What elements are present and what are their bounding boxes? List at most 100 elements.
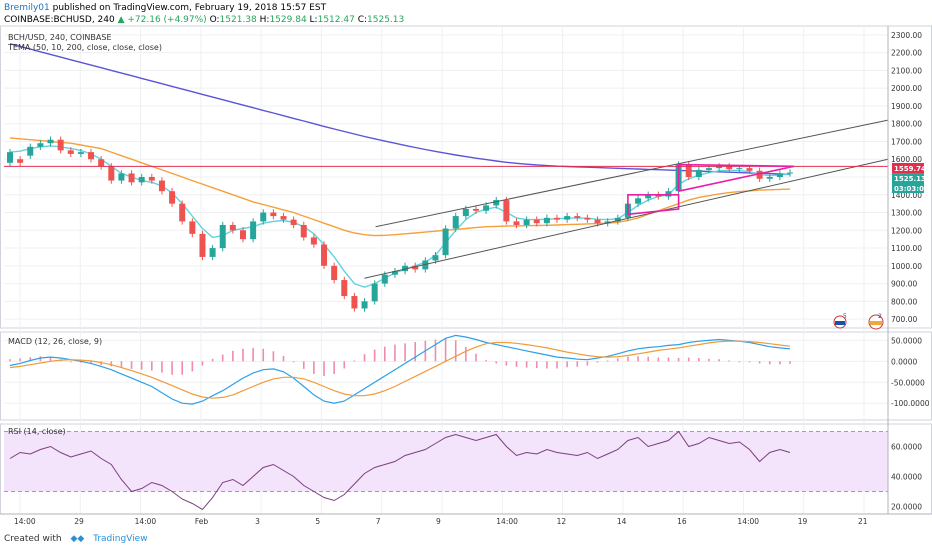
- time-tick-label: 12: [557, 517, 567, 526]
- macd-histogram-bar: [535, 361, 538, 369]
- rsi-tick-label: 60.0000: [891, 443, 922, 452]
- time-tick-label: 9: [436, 517, 441, 526]
- candle-body: [554, 217, 561, 220]
- candle-body: [98, 159, 105, 167]
- macd-histogram-bar: [161, 361, 163, 373]
- candle-body: [736, 168, 743, 170]
- candle-body: [7, 152, 13, 163]
- candle-body: [118, 173, 125, 181]
- macd-legend: MACD (12, 26, close, 9): [8, 337, 102, 346]
- macd-histogram-bar: [606, 360, 609, 362]
- candle-body: [391, 271, 398, 275]
- candle-body: [402, 265, 409, 272]
- candle-body: [726, 166, 733, 170]
- macd-histogram-bar: [384, 346, 386, 362]
- price-tick-label: 1000.00: [891, 262, 922, 271]
- macd-histogram-bar: [465, 347, 467, 362]
- price-pane[interactable]: [4, 43, 889, 312]
- candle-body: [280, 216, 287, 220]
- candle-body: [17, 159, 24, 163]
- macd-histogram-bar: [373, 349, 376, 362]
- candle-body: [442, 228, 449, 256]
- price-badge-text: 1525.13: [894, 175, 926, 183]
- macd-histogram-bar: [201, 361, 204, 366]
- macd-histogram-bar: [9, 359, 11, 362]
- macd-histogram-bar: [495, 361, 498, 364]
- candle-body: [67, 150, 74, 154]
- candle-body: [341, 280, 348, 297]
- price-tick-label: 1900.00: [891, 102, 922, 111]
- macd-histogram-bar: [272, 351, 275, 362]
- publisher-line: Bremily01 published on TradingView.com, …: [4, 2, 326, 14]
- footer-brand[interactable]: TradingView: [93, 534, 148, 544]
- macd-histogram-bar: [39, 356, 42, 362]
- event-icon-2[interactable]: 2: [868, 313, 884, 330]
- rsi-pane[interactable]: [4, 430, 888, 511]
- candle-body: [604, 221, 611, 224]
- price-tick-label: 1400.00: [891, 191, 922, 200]
- flag-pattern: [627, 194, 680, 216]
- macd-tick-label: -100.0000: [891, 399, 930, 408]
- author-link[interactable]: Bremily01: [4, 3, 50, 13]
- candle-body: [158, 180, 165, 192]
- close-value: 1525.13: [367, 15, 405, 25]
- tema-legend: TEMA (50, 10, 200, close, close, close): [7, 43, 162, 52]
- candle-body: [209, 248, 216, 257]
- candle-body: [27, 146, 34, 156]
- candle-body: [543, 217, 550, 224]
- candle-body: [422, 260, 429, 270]
- macd-histogram-bar: [515, 361, 518, 367]
- macd-histogram-bar: [292, 361, 295, 363]
- macd-histogram-bar: [363, 354, 366, 362]
- macd-histogram-bar: [444, 338, 447, 362]
- time-tick-label: 7: [376, 517, 381, 526]
- candle-body: [57, 139, 64, 151]
- macd-histogram-bar: [698, 357, 700, 362]
- macd-histogram-bar: [262, 348, 265, 362]
- price-tick-label: 2300.00: [891, 31, 922, 40]
- rsi-band: [4, 431, 888, 492]
- low-value: 1512.47: [317, 15, 355, 25]
- macd-histogram-bar: [211, 358, 214, 362]
- macd-histogram-bar: [394, 344, 396, 362]
- candle-body: [746, 168, 753, 171]
- time-tick-label: 14: [617, 517, 627, 526]
- macd-histogram-bar: [29, 357, 32, 362]
- footer-created: Created with: [4, 534, 62, 544]
- tradingview-logo-icon[interactable]: ◆◆: [70, 534, 85, 544]
- macd-histogram-bar: [687, 357, 690, 362]
- macd-histogram-bar: [151, 361, 153, 371]
- candle-body: [310, 237, 317, 245]
- macd-histogram-bar: [130, 361, 133, 369]
- macd-histogram-bar: [242, 348, 244, 362]
- price-tick-label: 2000.00: [891, 84, 922, 93]
- price-badge: 1525.13: [892, 173, 926, 183]
- macd-histogram-bar: [789, 361, 791, 364]
- macd-histogram-bar: [454, 340, 457, 362]
- price-tick-label: 1200.00: [891, 226, 922, 235]
- candle-body: [452, 216, 459, 229]
- macd-histogram-bar: [232, 350, 234, 362]
- countdown-badge: 03:03:00: [892, 183, 929, 193]
- candle-body: [179, 203, 186, 222]
- macd-histogram-bar: [434, 339, 437, 362]
- macd-tick-label: 0.0000: [891, 357, 917, 366]
- price-tick-label: 1600.00: [891, 155, 922, 164]
- candle-body: [574, 216, 581, 218]
- rsi-tick-label: 40.0000: [891, 473, 922, 482]
- candle-body: [705, 168, 712, 170]
- macd-histogram-bar: [282, 355, 285, 362]
- candle-body: [483, 205, 490, 211]
- candle-body: [716, 166, 723, 169]
- macd-histogram-bar: [323, 361, 325, 376]
- candle-body: [776, 173, 783, 177]
- candle-body: [432, 255, 439, 261]
- event-icon-1[interactable]: 5: [833, 313, 847, 329]
- time-tick-label: 16: [677, 517, 687, 526]
- macd-histogram-bar: [49, 357, 52, 362]
- countdown-badge-text: 03:03:00: [894, 185, 929, 193]
- published-text: published on TradingView.com, February 1…: [49, 3, 327, 13]
- macd-pane[interactable]: [9, 334, 791, 405]
- candle-body: [361, 301, 368, 309]
